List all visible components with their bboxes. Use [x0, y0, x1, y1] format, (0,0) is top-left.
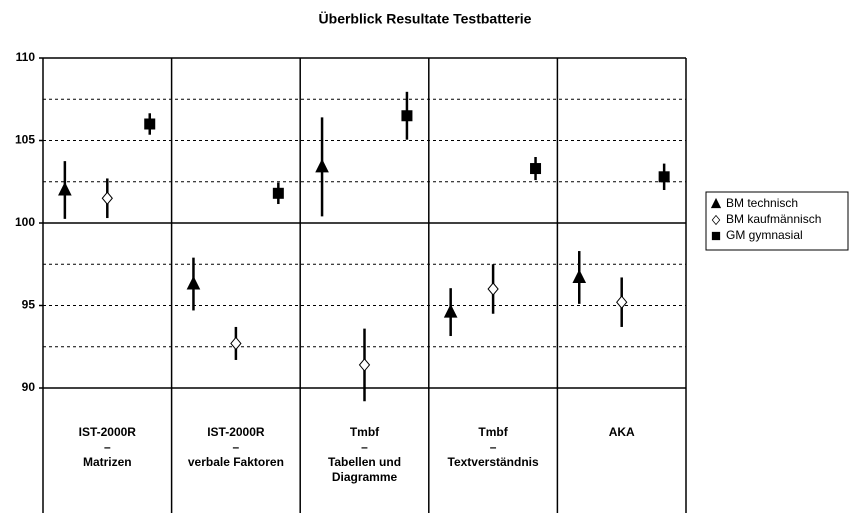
legend-symbol	[710, 197, 722, 209]
legend-label: BM kaufmännisch	[726, 212, 821, 226]
data-point	[487, 282, 499, 296]
category-line: IST-2000R	[78, 425, 136, 439]
category-label: Tmbf – Tabellen und Diagramme	[303, 425, 427, 485]
category-line: –	[103, 440, 111, 454]
legend-label: GM gymnasial	[726, 228, 803, 242]
category-line: Textverständnis	[447, 455, 539, 469]
data-point	[572, 269, 587, 283]
data-point	[443, 303, 458, 318]
category-label: AKA	[560, 425, 684, 440]
data-point	[58, 181, 72, 196]
data-point	[401, 110, 413, 122]
data-point	[186, 275, 201, 290]
data-point	[315, 158, 329, 173]
data-point	[530, 163, 542, 175]
data-point	[101, 191, 113, 206]
y-tick-label: 95	[22, 298, 36, 312]
legend-symbol	[711, 214, 721, 226]
category-line: verbale Faktoren	[187, 455, 284, 469]
y-tick-label: 90	[22, 380, 36, 394]
category-line: IST-2000R	[207, 425, 265, 439]
data-point	[230, 336, 242, 351]
data-point	[272, 187, 284, 199]
category-line: AKA	[608, 425, 635, 439]
category-line: –	[232, 440, 240, 454]
category-label: IST-2000R – Matrizen	[45, 425, 169, 470]
y-tick-label: 105	[15, 133, 35, 147]
data-point	[144, 118, 156, 130]
category-line: Tmbf	[478, 425, 508, 439]
category-line: –	[361, 440, 368, 454]
category-label: Tmbf – Textverständnis	[431, 425, 555, 470]
category-line: Tabellen und Diagramme	[327, 455, 402, 484]
chart-title: Überblick Resultate Testbatterie	[319, 11, 532, 27]
legend-box	[705, 191, 849, 251]
category-line: Matrizen	[82, 455, 132, 469]
y-tick-label: 100	[15, 215, 35, 229]
legend-symbol	[711, 231, 721, 241]
data-point	[658, 171, 670, 183]
y-tick-label: 110	[16, 50, 36, 64]
category-line: –	[489, 440, 497, 454]
category-line: Tmbf	[349, 425, 380, 439]
legend-label: BM technisch	[726, 196, 798, 210]
data-point	[358, 358, 371, 372]
data-point	[616, 295, 628, 309]
category-label: IST-2000R – verbale Faktoren	[174, 425, 298, 470]
